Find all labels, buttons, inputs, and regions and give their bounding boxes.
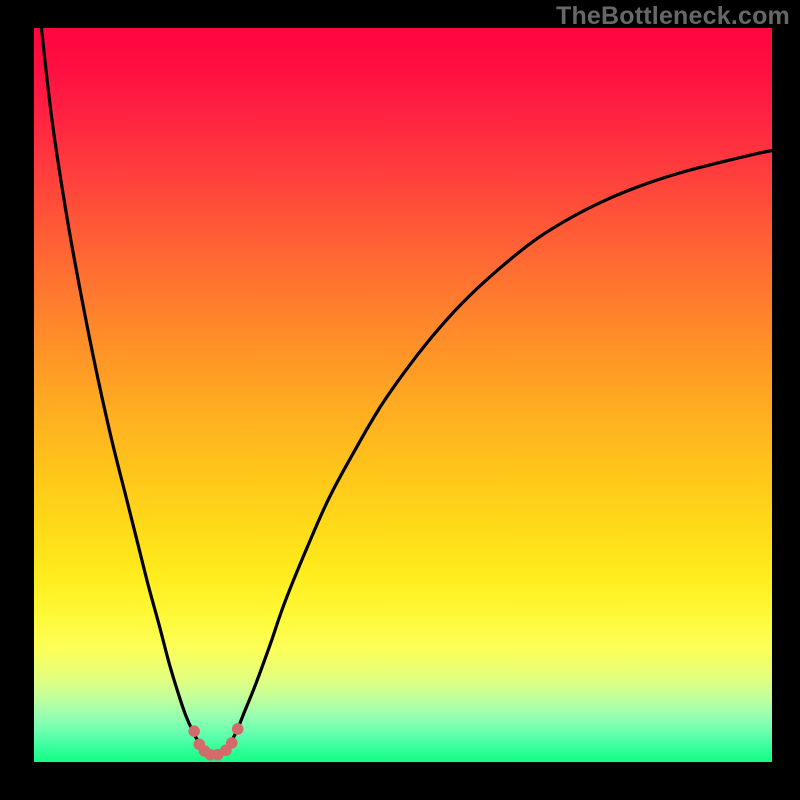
marker-point	[226, 737, 238, 749]
plot-area	[34, 28, 772, 762]
chart-container: TheBottleneck.com	[0, 0, 800, 800]
plot-background	[34, 28, 772, 762]
marker-point	[232, 723, 244, 735]
plot-svg	[34, 28, 772, 762]
marker-point	[188, 725, 200, 737]
watermark-text: TheBottleneck.com	[556, 2, 790, 31]
